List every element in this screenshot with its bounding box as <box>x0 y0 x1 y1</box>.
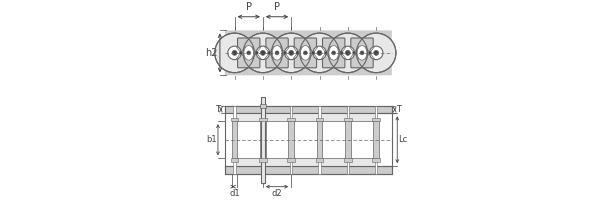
Circle shape <box>239 51 242 54</box>
Bar <box>231 118 238 121</box>
Text: d2: d2 <box>272 189 283 198</box>
Bar <box>291 113 320 121</box>
Circle shape <box>324 51 327 54</box>
FancyBboxPatch shape <box>266 38 288 68</box>
Bar <box>231 158 238 162</box>
Bar <box>262 106 264 174</box>
Bar <box>287 158 295 162</box>
Text: d1: d1 <box>229 189 240 198</box>
Bar <box>320 158 348 166</box>
Circle shape <box>271 33 311 73</box>
Circle shape <box>341 46 355 60</box>
Circle shape <box>228 46 241 60</box>
Circle shape <box>296 51 299 54</box>
Bar <box>316 118 323 121</box>
Circle shape <box>312 51 315 54</box>
Circle shape <box>346 50 350 55</box>
Text: T: T <box>396 105 401 114</box>
Text: P: P <box>246 2 252 12</box>
Bar <box>260 104 266 108</box>
Circle shape <box>374 50 379 55</box>
Circle shape <box>256 46 269 60</box>
FancyBboxPatch shape <box>294 38 317 68</box>
Text: b1: b1 <box>206 135 217 144</box>
Bar <box>316 158 323 162</box>
Circle shape <box>304 51 307 55</box>
Bar <box>261 97 265 183</box>
Bar <box>263 158 291 166</box>
Circle shape <box>255 51 258 54</box>
Circle shape <box>332 51 335 55</box>
Bar <box>373 158 380 162</box>
Circle shape <box>328 33 368 73</box>
Circle shape <box>300 33 339 73</box>
FancyBboxPatch shape <box>323 38 345 68</box>
Circle shape <box>370 46 383 60</box>
Circle shape <box>275 51 279 55</box>
FancyBboxPatch shape <box>351 38 373 68</box>
Circle shape <box>215 33 254 73</box>
Bar <box>344 118 352 121</box>
FancyBboxPatch shape <box>238 38 260 68</box>
Bar <box>375 106 377 174</box>
Circle shape <box>289 50 293 55</box>
Bar <box>344 158 352 162</box>
Bar <box>233 106 236 174</box>
Bar <box>320 113 348 121</box>
Circle shape <box>247 51 251 55</box>
Text: h2: h2 <box>205 48 218 58</box>
Circle shape <box>260 50 265 55</box>
Bar <box>235 113 263 121</box>
FancyBboxPatch shape <box>225 30 392 75</box>
Bar <box>259 118 267 121</box>
Bar <box>225 106 392 113</box>
Bar <box>287 118 295 121</box>
Bar <box>373 118 380 121</box>
Circle shape <box>283 51 286 54</box>
Bar <box>345 121 350 158</box>
Ellipse shape <box>272 46 282 60</box>
Ellipse shape <box>301 46 310 60</box>
Bar <box>348 113 376 121</box>
Bar <box>317 121 322 158</box>
Bar <box>373 121 379 158</box>
Text: T: T <box>215 105 220 114</box>
Circle shape <box>360 51 364 55</box>
Bar <box>319 106 321 174</box>
Text: Lc: Lc <box>398 135 407 144</box>
Ellipse shape <box>357 46 367 60</box>
Bar <box>260 121 266 158</box>
Bar <box>259 158 267 162</box>
Bar <box>348 158 376 166</box>
Bar <box>291 158 320 166</box>
Circle shape <box>268 51 271 54</box>
Bar <box>263 113 291 121</box>
Circle shape <box>232 50 237 55</box>
Bar <box>347 106 349 174</box>
Circle shape <box>284 46 298 60</box>
Ellipse shape <box>244 46 254 60</box>
Text: P: P <box>274 2 280 12</box>
Bar <box>289 121 294 158</box>
Bar <box>232 121 238 158</box>
Bar <box>235 158 263 166</box>
Bar <box>225 166 392 174</box>
Circle shape <box>313 46 326 60</box>
Circle shape <box>353 51 356 54</box>
Circle shape <box>243 33 283 73</box>
Circle shape <box>368 51 371 54</box>
Circle shape <box>317 50 322 55</box>
Circle shape <box>356 33 396 73</box>
Bar <box>290 106 292 174</box>
Ellipse shape <box>329 46 338 60</box>
Circle shape <box>340 51 343 54</box>
